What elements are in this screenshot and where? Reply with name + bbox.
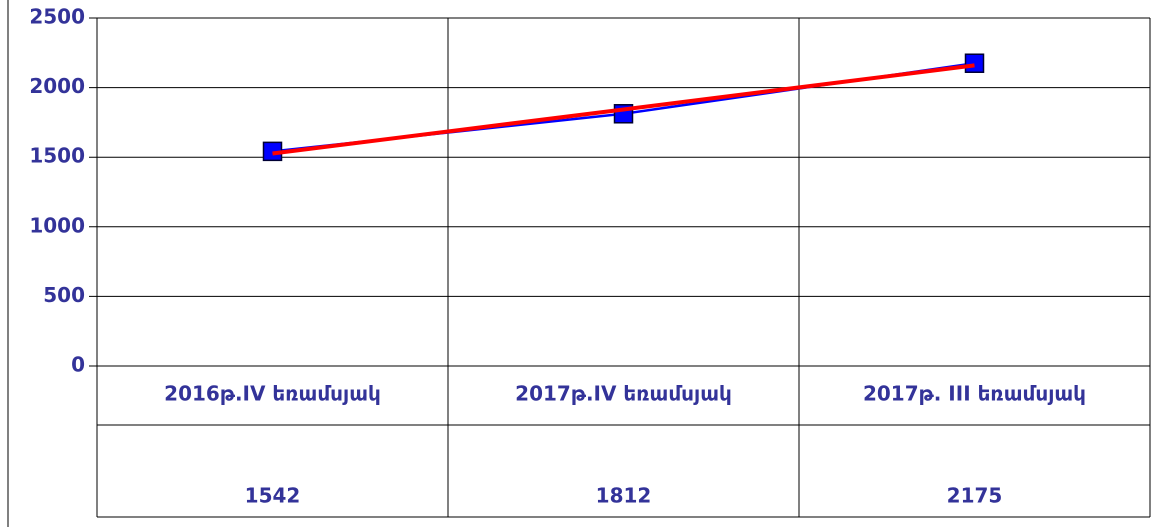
data-table-value: 1542 (245, 484, 301, 508)
y-tick-label: 1500 (29, 144, 85, 168)
data-table-value: 1812 (596, 484, 652, 508)
y-tick-label: 500 (43, 283, 85, 307)
x-tick-label: 2017թ.IV եռամսյակ (515, 382, 732, 406)
series-line (272, 63, 975, 156)
x-tick-label: 2017թ. III եռամսյակ (863, 382, 1086, 406)
data-table-value: 2175 (947, 484, 1003, 508)
y-tick-label: 2000 (29, 74, 85, 98)
y-tick-label: 2500 (29, 5, 85, 29)
y-tick-label: 0 (71, 353, 85, 377)
marker (964, 53, 985, 73)
x-tick-label: 2016թ.IV եռամսյակ (164, 382, 381, 406)
y-tick-label: 1000 (29, 213, 85, 237)
